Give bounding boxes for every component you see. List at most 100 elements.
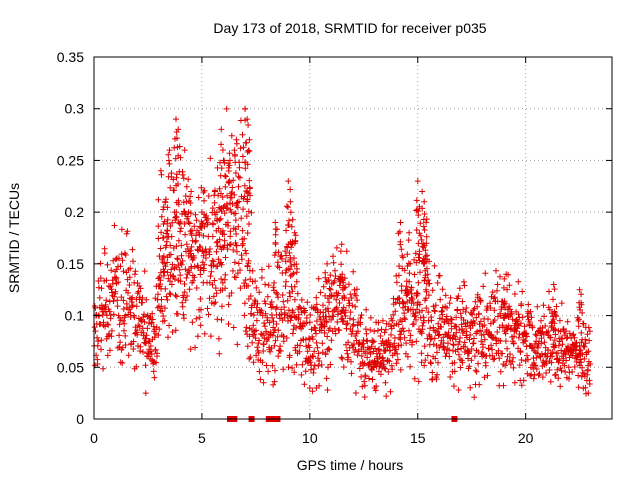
data-point (186, 286, 193, 293)
data-point (491, 317, 498, 324)
data-point (206, 295, 213, 302)
data-point (481, 322, 488, 329)
data-point (542, 323, 549, 329)
data-point (113, 274, 120, 281)
data-point (210, 293, 217, 300)
data-point (457, 310, 464, 317)
data-point (218, 246, 225, 253)
data-point (500, 382, 507, 389)
data-point (259, 359, 266, 366)
data-point (211, 277, 218, 284)
data-point (226, 150, 233, 157)
data-point (411, 271, 418, 278)
data-point (177, 228, 184, 235)
data-point (98, 337, 105, 344)
data-point (413, 227, 420, 233)
data-point (537, 353, 544, 360)
data-point (283, 278, 289, 285)
data-point (467, 332, 474, 338)
data-point (98, 346, 104, 353)
data-point (179, 258, 186, 264)
data-point (169, 261, 176, 268)
data-point (225, 321, 232, 327)
data-point (289, 240, 296, 247)
data-point (242, 105, 249, 112)
data-point (164, 227, 171, 234)
data-point (389, 317, 396, 324)
data-point (244, 263, 251, 270)
data-point (236, 159, 243, 166)
data-point (167, 251, 174, 258)
data-point (98, 285, 105, 292)
data-point (382, 365, 389, 372)
data-point (120, 268, 127, 275)
data-point (254, 344, 261, 351)
data-point (268, 304, 275, 311)
data-point (153, 359, 160, 366)
data-point (95, 284, 102, 291)
data-point (218, 316, 225, 323)
data-point (245, 257, 252, 264)
data-point (322, 269, 329, 276)
data-point (390, 311, 397, 318)
data-point (448, 316, 455, 323)
data-point (236, 164, 243, 171)
data-point (564, 334, 571, 341)
data-point (91, 324, 98, 331)
data-point (336, 327, 343, 334)
data-point (485, 316, 491, 323)
data-point (352, 346, 359, 353)
data-point (125, 352, 132, 359)
data-point (353, 292, 359, 299)
data-point (575, 384, 582, 391)
data-point (133, 363, 140, 370)
data-point (178, 261, 185, 268)
data-point (183, 183, 190, 190)
data-point (400, 254, 406, 261)
data-point (288, 263, 295, 269)
data-point (126, 274, 133, 281)
data-point (250, 312, 257, 319)
data-point (381, 329, 388, 336)
data-point (319, 340, 326, 347)
data-point (262, 323, 268, 330)
data-point (430, 324, 437, 331)
data-point (432, 308, 438, 315)
data-point (200, 279, 207, 286)
data-point (149, 310, 156, 317)
data-point (313, 318, 320, 325)
data-point (361, 394, 368, 400)
data-point (525, 356, 531, 363)
data-point (246, 221, 252, 227)
data-point (432, 302, 439, 309)
data-point (427, 336, 434, 343)
data-point (259, 266, 265, 273)
data-point (546, 306, 553, 313)
data-point (187, 210, 194, 217)
data-point (285, 178, 292, 185)
data-point (96, 294, 103, 301)
data-point (499, 350, 506, 357)
data-point (281, 304, 288, 311)
data-point (233, 136, 240, 143)
data-point (350, 268, 357, 275)
data-point (527, 308, 534, 315)
data-point (546, 367, 553, 373)
data-point (474, 291, 481, 298)
data-point (155, 332, 162, 339)
data-point (219, 303, 225, 310)
data-point (358, 353, 365, 359)
data-point (363, 306, 370, 313)
data-point (124, 228, 131, 235)
data-point (535, 372, 542, 379)
data-point (416, 301, 423, 308)
data-point (120, 317, 127, 324)
data-point (330, 253, 336, 260)
data-point (429, 369, 436, 376)
data-point (529, 324, 536, 331)
data-point (276, 264, 283, 271)
data-point (108, 333, 115, 340)
data-point (327, 361, 334, 368)
data-point (119, 344, 126, 351)
data-point (250, 359, 257, 366)
